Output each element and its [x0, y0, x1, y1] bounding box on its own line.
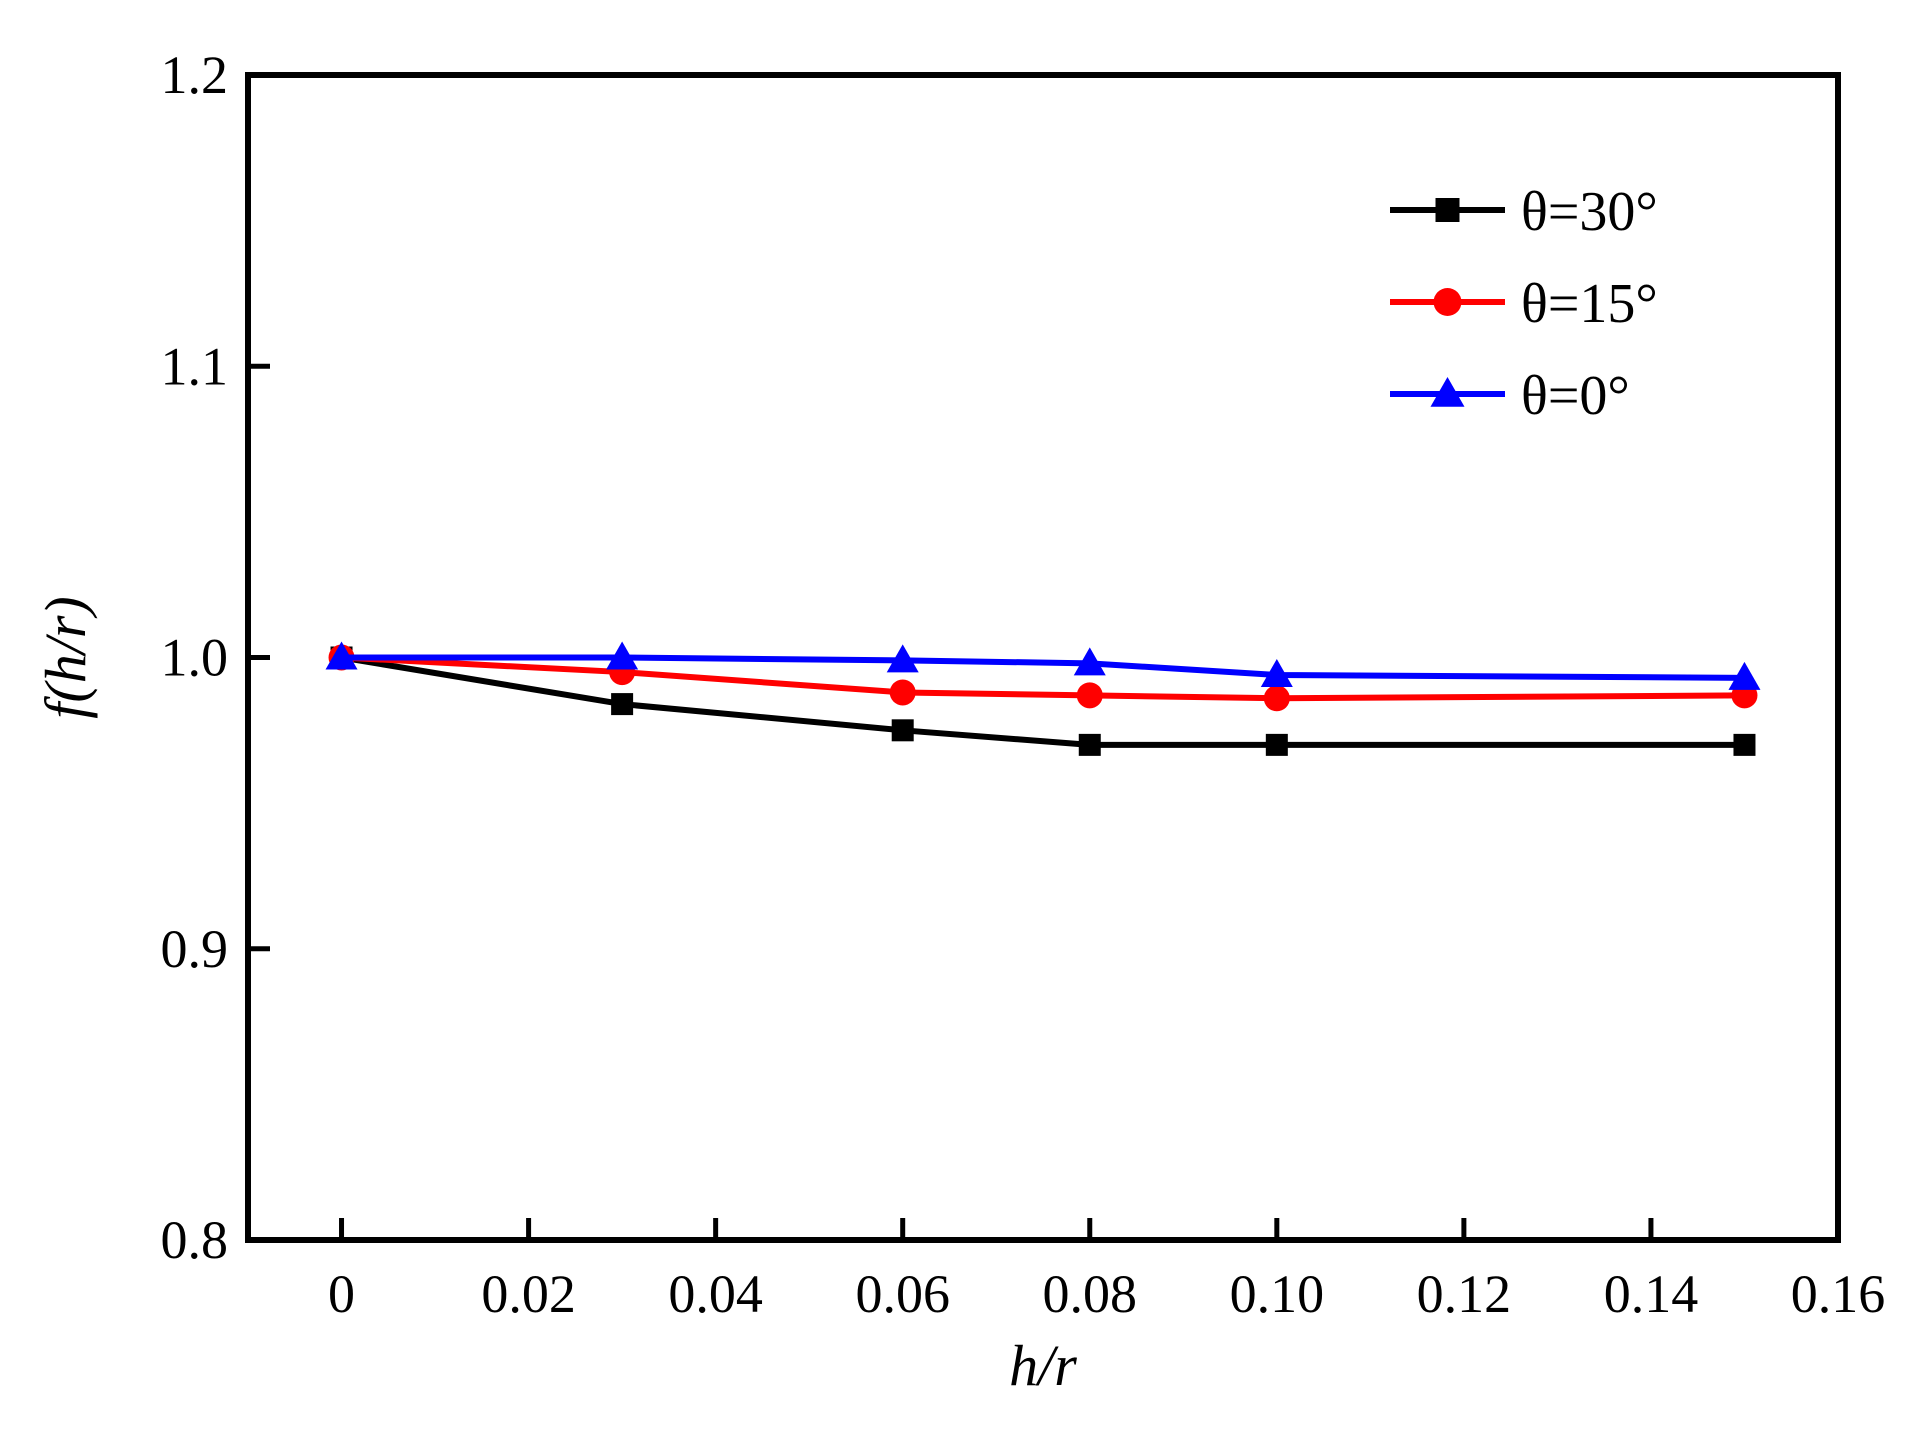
legend-label: θ=0° — [1521, 365, 1630, 427]
series-line — [341, 654, 1745, 748]
legend-marker-square — [1435, 198, 1460, 222]
x-tick-label: 0.04 — [668, 1264, 763, 1324]
legend-marker-circle — [1433, 288, 1462, 316]
data-point-square — [1265, 733, 1288, 756]
series-triangle — [325, 641, 1761, 690]
data-point-circle — [1076, 682, 1103, 709]
ticks-layer: 0 0.02 0.04 0.06 0.08 0.10 0.12 0.14 0.16 0.8 0.9 1… — [161, 45, 1886, 1324]
data-point-triangle — [1073, 647, 1106, 676]
legend: θ=30° θ=15° θ=0° — [1390, 181, 1658, 427]
x-tick-label: 0.10 — [1230, 1264, 1325, 1324]
y-tick-label: 0.8 — [161, 1210, 229, 1270]
data-point-circle — [889, 679, 916, 706]
data-point-triangle — [325, 641, 358, 670]
x-tick-label: 0 — [328, 1264, 355, 1324]
legend-entry: θ=0° — [1390, 365, 1630, 427]
data-point-triangle — [606, 641, 639, 670]
y-tick-label: 1.1 — [161, 336, 229, 396]
legend-marker-triangle — [1430, 377, 1465, 407]
x-tick-label: 0.06 — [855, 1264, 950, 1324]
data-point-triangle — [1260, 658, 1293, 687]
x-tick-label: 0.08 — [1043, 1264, 1138, 1324]
legend-label: θ=15° — [1521, 273, 1658, 335]
series-line — [341, 654, 1745, 702]
x-tick-label: 0.14 — [1604, 1264, 1699, 1324]
data-point-circle — [1263, 685, 1290, 712]
y-axis-title: f(h/r) — [33, 596, 98, 718]
data-point-triangle — [1728, 661, 1761, 690]
legend-entry: θ=15° — [1390, 273, 1658, 335]
legend-entry: θ=30° — [1390, 181, 1658, 243]
x-tick-label: 0.16 — [1791, 1264, 1886, 1324]
series-line — [341, 654, 1745, 681]
data-point-square — [611, 693, 634, 716]
data-point-square — [891, 719, 914, 742]
data-point-square — [1078, 733, 1101, 756]
legend-label: θ=30° — [1521, 181, 1658, 243]
data-point-triangle — [886, 644, 919, 673]
y-tick-label: 1.2 — [161, 45, 229, 105]
x-tick-label: 0.02 — [481, 1264, 576, 1324]
series-layer — [325, 641, 1761, 756]
y-tick-label: 1.0 — [161, 628, 229, 688]
data-point-square — [1733, 733, 1756, 756]
x-axis-title: h/r — [1009, 1333, 1077, 1398]
y-tick-label: 0.9 — [161, 919, 229, 979]
x-tick-label: 0.12 — [1417, 1264, 1512, 1324]
